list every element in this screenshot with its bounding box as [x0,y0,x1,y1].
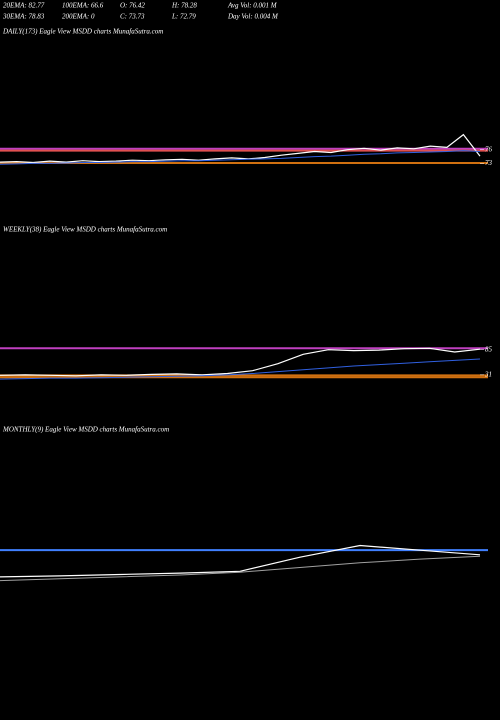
y-tick-label: 31 [484,370,492,378]
y-tick-label: 73 [485,159,493,167]
header-stat: 200EMA: 0 [62,13,95,21]
price-line [0,347,481,377]
panel-title: DAILY(173) Eagle View MSDD charts Munafa… [2,28,163,36]
panel-title: MONTHLY(9) Eagle View MSDD charts Munafa… [2,426,169,434]
y-tick-label: 85 [485,345,493,353]
price-line [0,544,481,578]
header-stat: 30EMA: 78.83 [2,13,45,21]
price-line [0,555,481,582]
price-line [0,133,481,164]
header-stat: C: 73.73 [120,13,145,21]
header-stat: 20EMA: 82.77 [3,2,45,10]
header-stat: H: 78.28 [171,2,197,10]
panel-title: WEEKLY(38) Eagle View MSDD charts Munafa… [3,226,167,234]
header-stat: O: 76.42 [120,2,145,10]
header-stat: L: 72.79 [171,13,196,21]
y-tick-label: 76 [485,145,493,153]
price-line [0,358,481,380]
header-stat: Avg Vol: 0.001 M [227,2,278,10]
price-line [0,150,481,165]
header-stat: Day Vol: 0.004 M [227,13,279,21]
header-stat: 100EMA: 66.6 [62,2,104,10]
